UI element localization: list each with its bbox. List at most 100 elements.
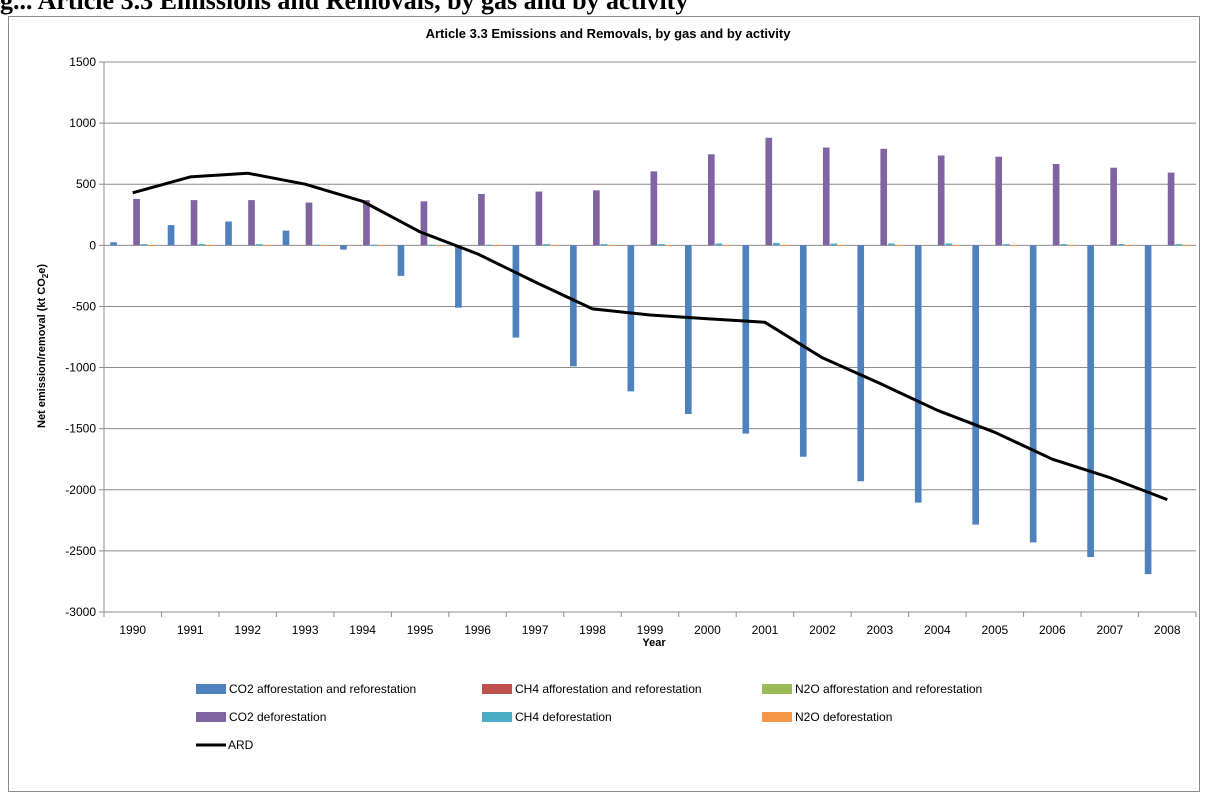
bar <box>1060 244 1068 246</box>
y-tick-label: -2000 <box>65 483 96 497</box>
bar <box>543 244 550 246</box>
bar <box>780 244 788 246</box>
chart-frame <box>8 16 1200 792</box>
bar <box>370 244 378 246</box>
bar <box>914 245 922 503</box>
bar <box>600 244 608 246</box>
bar <box>190 200 198 246</box>
bar <box>248 200 255 246</box>
bar <box>658 244 665 246</box>
y-axis-title-subscript: 2 <box>41 273 50 278</box>
legend-swatch <box>482 684 512 694</box>
bar <box>455 245 462 308</box>
chart-title: Article 3.3 Emissions and Removals, by g… <box>426 26 792 41</box>
bar <box>715 243 723 246</box>
bar <box>435 245 443 247</box>
bar <box>263 245 271 247</box>
bar <box>1010 245 1018 247</box>
bar <box>1117 244 1125 246</box>
x-tick-label: 1996 <box>464 623 491 637</box>
bar <box>1052 164 1060 246</box>
x-tick-label: 1992 <box>234 623 261 637</box>
bar <box>880 148 888 246</box>
bar <box>707 154 715 246</box>
x-tick-label: 1998 <box>579 623 606 637</box>
x-tick-label: 2008 <box>1154 623 1181 637</box>
y-axis-ticks: -3000 -2500 -2000 -1500 -1000 -500 0 500 1000 150… <box>65 55 104 619</box>
bar <box>765 137 773 246</box>
bar <box>428 244 435 246</box>
bar <box>773 242 780 246</box>
bar <box>493 245 501 247</box>
y-tick-label: -500 <box>72 299 96 313</box>
y-tick-label: -2500 <box>65 544 96 558</box>
x-tick-label: 1994 <box>349 623 376 637</box>
bar <box>110 242 117 246</box>
bar <box>1087 245 1094 558</box>
bar <box>282 230 290 246</box>
bar <box>255 244 263 246</box>
y-axis-title: Net emission/removal (kt CO2e) <box>36 264 50 428</box>
bar <box>378 245 386 247</box>
legend-label: CO2 deforestation <box>229 710 326 724</box>
bar <box>550 245 558 247</box>
legend-swatch <box>482 712 512 722</box>
x-tick-label: 2001 <box>752 623 779 637</box>
bar <box>953 244 960 246</box>
bar <box>225 221 232 246</box>
x-tick-label: 2000 <box>694 623 721 637</box>
bar <box>945 243 953 246</box>
y-axis-title-part1: Net emission/removal (kt CO <box>36 278 48 428</box>
x-tick-label: 1991 <box>177 623 204 637</box>
bar <box>593 190 600 246</box>
x-tick-label: 1993 <box>292 623 319 637</box>
legend-swatch <box>762 684 792 694</box>
figure-caption: g... Article 3.3 Emissions and Removals,… <box>0 0 689 15</box>
legend-swatch <box>196 684 226 694</box>
bar <box>148 245 156 247</box>
bar <box>397 245 405 276</box>
bar <box>1144 245 1152 575</box>
bar <box>133 198 140 246</box>
bar <box>1175 244 1183 246</box>
x-tick-label: 2007 <box>1096 623 1123 637</box>
bar <box>420 201 428 246</box>
bar <box>665 245 673 247</box>
bar <box>972 245 980 525</box>
bar <box>822 147 830 246</box>
bar <box>857 245 865 482</box>
x-tick-label: 2002 <box>809 623 836 637</box>
bar <box>478 194 485 246</box>
y-tick-label: -1500 <box>65 422 96 436</box>
x-tick-label: 1997 <box>522 623 549 637</box>
x-tick-label: 1990 <box>119 623 146 637</box>
bar <box>305 202 313 246</box>
bar <box>995 156 1003 246</box>
x-tick-label: 2005 <box>981 623 1008 637</box>
bar <box>1183 245 1190 247</box>
y-tick-label: 1500 <box>69 55 96 69</box>
legend: CO2 afforestation and reforestation CH4 a… <box>196 682 982 752</box>
bar <box>888 243 895 246</box>
bar <box>485 244 493 246</box>
bar <box>167 225 175 246</box>
bar <box>198 244 206 246</box>
bar <box>512 245 520 338</box>
legend-label: N2O deforestation <box>795 710 892 724</box>
bars <box>110 137 1190 575</box>
bar <box>742 245 750 434</box>
bar <box>1167 172 1175 246</box>
bar <box>723 244 730 246</box>
bar <box>937 155 945 246</box>
bar <box>799 245 807 457</box>
y-tick-label: 500 <box>76 177 96 191</box>
bar <box>570 245 577 367</box>
bar <box>650 171 658 246</box>
x-tick-label: 2004 <box>924 623 951 637</box>
x-tick-label: 1995 <box>407 623 434 637</box>
bar <box>1068 245 1075 247</box>
x-tick-label: 1999 <box>637 623 664 637</box>
bar <box>140 244 148 246</box>
x-tick-label: 2003 <box>867 623 894 637</box>
